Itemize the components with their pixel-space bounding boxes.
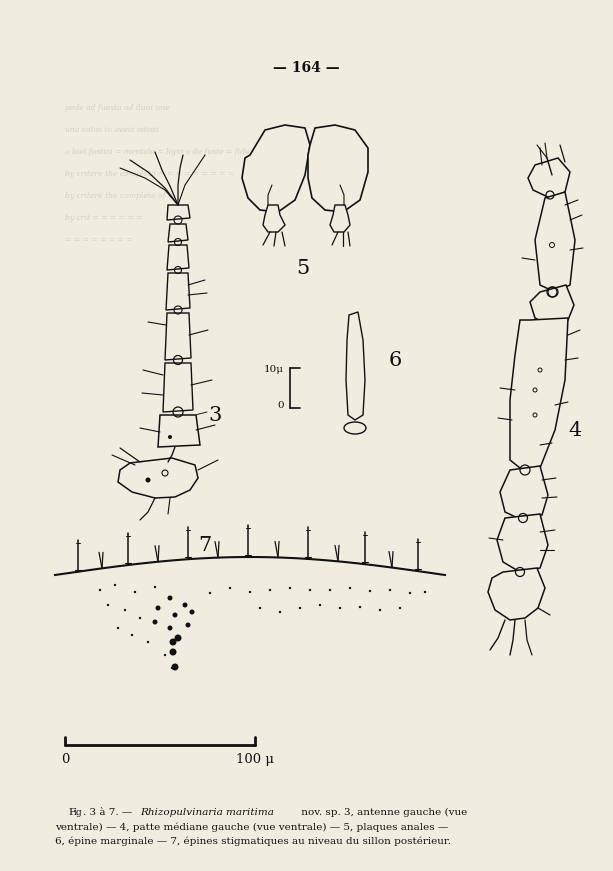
Text: pede ad fuesta ad iluni une: pede ad fuesta ad iluni une [65, 104, 170, 112]
Circle shape [279, 611, 281, 613]
Circle shape [424, 591, 426, 593]
Polygon shape [530, 285, 574, 326]
Polygon shape [242, 125, 310, 212]
Text: nov. sp. 3, antenne gauche (vue: nov. sp. 3, antenne gauche (vue [298, 808, 467, 817]
Text: 10μ: 10μ [264, 365, 284, 374]
Circle shape [409, 591, 411, 594]
Circle shape [131, 634, 133, 636]
Text: . 3 à 7. —: . 3 à 7. — [83, 808, 135, 817]
Circle shape [117, 627, 119, 629]
Text: — 164 —: — 164 — [273, 61, 340, 75]
Circle shape [153, 619, 158, 625]
Circle shape [167, 596, 172, 600]
Text: 6, épine marginale — 7, épines stigmatiques au niveau du sillon postérieur.: 6, épine marginale — 7, épines stigmatiq… [55, 836, 451, 846]
Polygon shape [118, 458, 198, 498]
Circle shape [156, 605, 161, 611]
Text: 5: 5 [296, 259, 310, 278]
Circle shape [329, 589, 331, 591]
Circle shape [168, 435, 172, 439]
Polygon shape [488, 568, 545, 620]
Polygon shape [158, 415, 200, 447]
Circle shape [389, 589, 391, 591]
Circle shape [175, 634, 181, 642]
Text: a biel fustici = mentale = ligni a de fuste = fide: a biel fustici = mentale = ligni a de fu… [65, 148, 249, 156]
Text: by critere the complete of =: by critere the complete of = [65, 192, 174, 200]
Circle shape [259, 607, 261, 609]
Circle shape [124, 609, 126, 611]
Circle shape [268, 589, 271, 591]
Polygon shape [308, 125, 368, 212]
Circle shape [369, 590, 371, 592]
Circle shape [114, 584, 116, 586]
Text: ig: ig [74, 808, 83, 817]
Text: 0: 0 [277, 401, 284, 410]
Circle shape [349, 587, 351, 589]
Circle shape [167, 625, 172, 631]
Text: una colisi to avest odisti: una colisi to avest odisti [65, 126, 159, 134]
Polygon shape [166, 273, 190, 310]
Text: = = = = = = = =: = = = = = = = = [65, 236, 132, 244]
Text: Rhizopulvinaria maritima: Rhizopulvinaria maritima [140, 808, 274, 817]
Circle shape [183, 603, 188, 607]
Polygon shape [167, 245, 189, 270]
Circle shape [164, 654, 166, 656]
Polygon shape [510, 318, 568, 472]
Text: 6: 6 [389, 350, 402, 369]
Circle shape [339, 607, 341, 609]
Circle shape [379, 609, 381, 611]
Polygon shape [263, 205, 285, 232]
Circle shape [145, 477, 151, 483]
Circle shape [229, 587, 231, 589]
Polygon shape [535, 192, 575, 292]
Circle shape [399, 607, 401, 609]
Polygon shape [528, 158, 570, 198]
Text: 7: 7 [199, 536, 211, 555]
Polygon shape [500, 466, 548, 520]
Polygon shape [168, 224, 188, 242]
Text: 0: 0 [61, 753, 69, 766]
Circle shape [170, 649, 177, 656]
Text: by critere the completo = = = = = = = = =: by critere the completo = = = = = = = = … [65, 170, 234, 178]
Circle shape [99, 589, 101, 591]
Circle shape [186, 623, 191, 627]
Circle shape [139, 617, 141, 619]
Circle shape [309, 589, 311, 591]
Polygon shape [163, 363, 193, 412]
Text: 3: 3 [208, 406, 222, 424]
Text: 4: 4 [568, 421, 582, 440]
Circle shape [134, 591, 136, 593]
Circle shape [147, 641, 149, 643]
Circle shape [359, 606, 361, 608]
Text: ventrale) — 4, patte médiane gauche (vue ventrale) — 5, plaques anales —: ventrale) — 4, patte médiane gauche (vue… [55, 822, 448, 832]
Circle shape [172, 612, 178, 618]
Circle shape [107, 604, 109, 606]
Circle shape [299, 607, 301, 609]
Polygon shape [167, 205, 190, 220]
Circle shape [154, 586, 156, 588]
Circle shape [172, 664, 178, 671]
Polygon shape [346, 312, 365, 420]
Circle shape [249, 591, 251, 593]
Circle shape [171, 667, 173, 669]
Text: 100 μ: 100 μ [236, 753, 274, 766]
Circle shape [289, 587, 291, 589]
Circle shape [170, 638, 177, 645]
Text: F: F [68, 808, 75, 817]
Circle shape [319, 604, 321, 606]
Polygon shape [330, 205, 350, 232]
Polygon shape [165, 313, 191, 360]
Text: by crit = = = = = =: by crit = = = = = = [65, 214, 142, 222]
Ellipse shape [344, 422, 366, 434]
Circle shape [209, 591, 211, 594]
Polygon shape [497, 514, 548, 572]
Circle shape [189, 610, 194, 615]
